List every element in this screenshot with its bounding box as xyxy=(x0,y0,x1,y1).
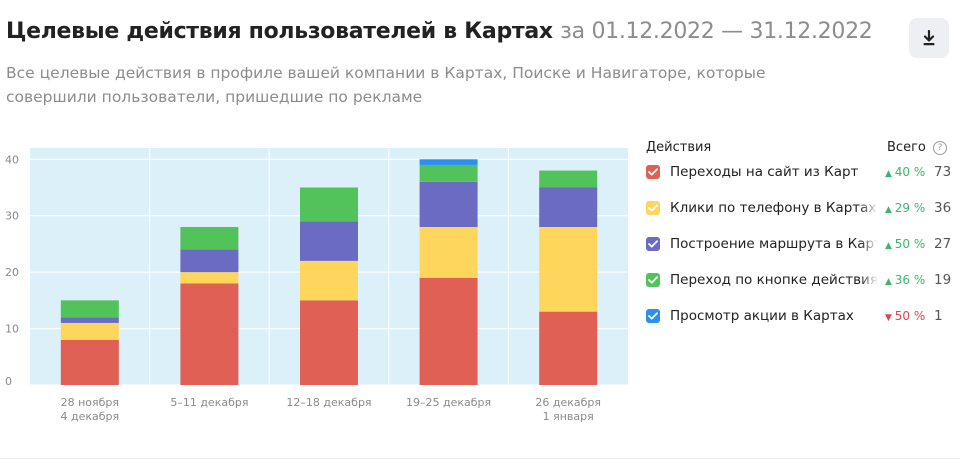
legend-item-total: 36 xyxy=(934,200,952,216)
legend-item-change: ▲ 50 % xyxy=(885,237,925,251)
y-tick-label: 0 xyxy=(5,375,12,388)
x-tick-label: 4 декабря xyxy=(60,410,119,423)
legend-item[interactable]: Клики по телефону в Картах ▲ 29 % 36 xyxy=(644,196,956,232)
legend-item-label: Клики по телефону в Картах xyxy=(670,200,878,216)
download-icon xyxy=(923,30,935,46)
title-text: Целевые действия пользователей в Картах xyxy=(6,19,553,44)
x-tick-label: 19–25 декабря xyxy=(406,396,491,409)
legend-item-total: 73 xyxy=(934,164,952,180)
legend-item-change: ▼ 50 % xyxy=(885,309,925,323)
bar-segment[interactable] xyxy=(539,227,598,312)
bar-segment[interactable] xyxy=(60,317,119,323)
bar-segment[interactable] xyxy=(300,260,358,301)
legend-item-total: 27 xyxy=(934,236,952,252)
legend: Действия Всего ? Переходы на сайт из Кар… xyxy=(644,136,956,340)
x-tick-label: 12–18 декабря xyxy=(286,396,371,409)
x-tick-label: 28 ноября xyxy=(61,396,119,409)
legend-checkbox[interactable] xyxy=(646,273,660,287)
help-icon[interactable]: ? xyxy=(933,141,947,155)
legend-item-total: 19 xyxy=(934,272,952,288)
y-tick-label: 40 xyxy=(5,153,19,166)
legend-header: Действия Всего ? xyxy=(644,136,956,160)
bar-segment[interactable] xyxy=(180,227,239,250)
bar-segment[interactable] xyxy=(419,164,478,182)
download-button[interactable] xyxy=(909,18,949,58)
legend-item[interactable]: Построение маршрута в Картах ▲ 50 % 27 xyxy=(644,232,956,268)
page-title: Целевые действия пользователей в Картах … xyxy=(6,19,873,44)
legend-actions-header: Действия xyxy=(646,140,712,155)
triangle-up-icon: ▲ xyxy=(885,277,895,287)
legend-total-header: Всего xyxy=(887,140,926,155)
legend-item-change-value: 50 % xyxy=(894,309,926,323)
bar-segment[interactable] xyxy=(539,170,598,188)
bar-segment[interactable] xyxy=(300,221,358,261)
legend-item-label: Переходы на сайт из Карт xyxy=(670,164,878,180)
bar-segment[interactable] xyxy=(60,300,119,318)
bar-segment[interactable] xyxy=(419,181,478,227)
check-icon xyxy=(648,168,658,176)
legend-item-change-value: 50 % xyxy=(894,237,926,251)
legend-item[interactable]: Переход по кнопке действия из Карт ▲ 36 %… xyxy=(644,268,956,304)
legend-item-label: Построение маршрута в Картах xyxy=(670,236,878,252)
x-tick-label: 1 января xyxy=(543,410,594,423)
y-tick-label: 10 xyxy=(5,323,19,336)
title-period: за 01.12.2022 — 31.12.2022 xyxy=(560,19,873,44)
triangle-up-icon: ▲ xyxy=(885,241,895,251)
legend-item-change-value: 36 % xyxy=(894,273,926,287)
bar-segment[interactable] xyxy=(419,277,478,385)
legend-item-change: ▲ 40 % xyxy=(885,165,925,179)
bar-segment[interactable] xyxy=(60,339,119,385)
bar-segment[interactable] xyxy=(300,187,358,222)
triangle-up-icon: ▲ xyxy=(885,169,895,179)
legend-checkbox[interactable] xyxy=(646,237,660,251)
legend-item-label: Переход по кнопке действия из Карт xyxy=(670,272,878,288)
check-icon xyxy=(648,276,658,284)
legend-item-change: ▲ 29 % xyxy=(885,201,925,215)
bar-segment[interactable] xyxy=(300,300,358,385)
page-subtitle: Все целевые действия в профиле вашей ком… xyxy=(6,64,766,106)
y-tick-label: 20 xyxy=(5,266,19,279)
legend-item-change-value: 40 % xyxy=(894,165,926,179)
check-icon xyxy=(648,204,658,212)
legend-rows: Переходы на сайт из Карт ▲ 40 % 73 Клики по… xyxy=(644,160,956,340)
bar-segment[interactable] xyxy=(539,187,598,228)
y-tick-label: 30 xyxy=(5,210,19,223)
bottom-divider xyxy=(0,458,960,459)
bar-segment[interactable] xyxy=(419,159,478,165)
legend-item[interactable]: Переходы на сайт из Карт ▲ 40 % 73 xyxy=(644,160,956,196)
legend-checkbox[interactable] xyxy=(646,165,660,179)
legend-checkbox[interactable] xyxy=(646,309,660,323)
legend-item-label: Просмотр акции в Картах xyxy=(670,308,878,324)
triangle-up-icon: ▲ xyxy=(885,205,895,215)
check-icon xyxy=(648,312,658,320)
legend-item[interactable]: Просмотр акции в Картах ▼ 50 % 1 xyxy=(644,304,956,340)
bar-segment[interactable] xyxy=(539,311,598,385)
triangle-down-icon: ▼ xyxy=(885,313,895,323)
x-tick-label: 26 декабря xyxy=(535,396,601,409)
legend-item-change: ▲ 36 % xyxy=(885,273,925,287)
legend-item-total: 1 xyxy=(934,308,943,324)
bar-segment[interactable] xyxy=(180,283,239,385)
bar-segment[interactable] xyxy=(180,249,239,273)
bar-segment[interactable] xyxy=(419,227,478,278)
bar-segment[interactable] xyxy=(60,322,119,340)
legend-item-change-value: 29 % xyxy=(894,201,926,215)
bar-segment[interactable] xyxy=(180,272,239,284)
legend-checkbox[interactable] xyxy=(646,201,660,215)
check-icon xyxy=(648,240,658,248)
x-tick-label: 5–11 декабря xyxy=(170,396,248,409)
